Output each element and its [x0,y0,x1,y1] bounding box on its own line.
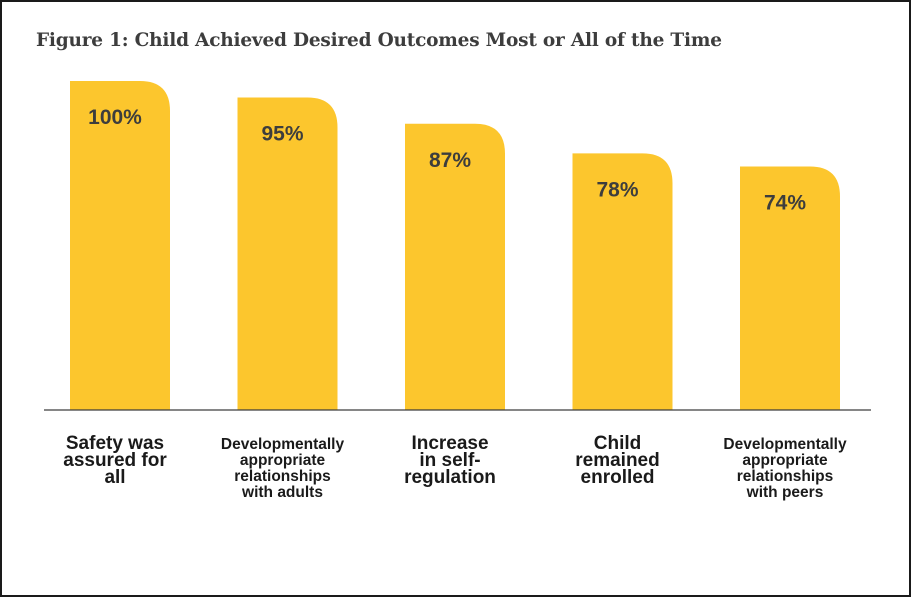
category-label-3: Increase in self-regulation [404,433,496,488]
category-label-line: appropriate [240,452,326,469]
bar-5 [740,166,840,410]
category-label-line: regulation [404,467,496,488]
category-label-line: appropriate [742,452,828,469]
category-label-line: assured for [63,450,167,471]
bar-1 [70,81,170,410]
data-label-3: 87% [429,149,471,172]
category-label-line: Child [594,433,642,454]
value-labels-group: 100% 95% 87% 78% 74% [88,106,806,215]
data-label-4: 78% [596,178,638,201]
category-label-line: relationships [234,468,330,485]
data-label-2: 95% [261,122,303,145]
category-label-line: with peers [746,484,824,501]
category-label-line: Increase [411,433,488,454]
category-label-line: remained [575,450,659,471]
category-label-1: Safety was assured for all [63,433,167,488]
chart-title: Figure 1: Child Achieved Desired Outcome… [36,30,722,51]
category-label-line: in self- [419,450,480,471]
bar-3 [405,123,505,411]
category-label-line: all [104,467,125,488]
category-label-line: Developmentally [723,436,847,453]
bar-2 [237,97,338,410]
category-label-line: relationships [737,468,833,485]
category-label-line: with adults [241,484,323,501]
category-label-4: Child remained enrolled [575,433,659,488]
data-label-5: 74% [764,192,806,215]
category-label-5: Developmentally appropriate relationships w… [723,436,847,501]
category-label-line: enrolled [581,467,655,488]
bar-4 [572,153,673,410]
bars-group [70,81,840,411]
data-label-1: 100% [88,106,142,129]
category-label-line: Safety was [66,433,164,454]
category-label-2: Developmentally appropriate relationships w… [221,436,345,501]
category-label-line: Developmentally [221,436,345,453]
